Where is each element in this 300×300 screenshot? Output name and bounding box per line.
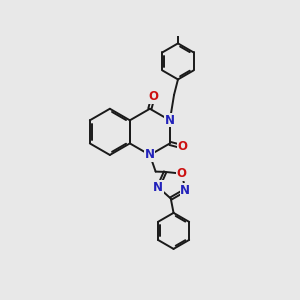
Text: N: N (180, 184, 190, 196)
Text: O: O (177, 167, 187, 180)
Text: N: N (153, 181, 163, 194)
Text: N: N (165, 114, 175, 127)
Text: O: O (177, 140, 187, 153)
Text: N: N (145, 148, 155, 161)
Text: O: O (148, 90, 158, 103)
